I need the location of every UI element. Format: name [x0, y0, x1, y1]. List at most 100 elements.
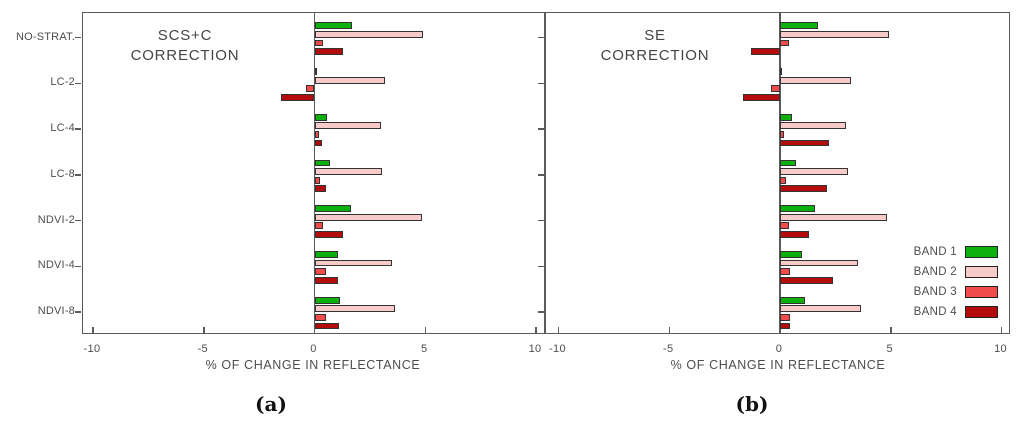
- bar: [314, 122, 381, 130]
- bar: [314, 48, 344, 55]
- bar: [780, 122, 847, 130]
- category-label: LC-8: [50, 167, 75, 180]
- caption-a: (a): [255, 392, 287, 416]
- bar: [780, 322, 790, 330]
- legend-row-band2: BAND 2: [905, 264, 998, 279]
- panel-b-xaxis-label: % OF CHANGE IN REFLECTANCE: [670, 358, 886, 372]
- y-axis-tick: [74, 174, 81, 176]
- y-axis-tick: [74, 82, 81, 85]
- x-axis-tick: [890, 327, 892, 333]
- bar: [780, 22, 818, 30]
- category-label: NDVI-2: [37, 213, 75, 226]
- legend-label-band1: BAND 1: [913, 245, 957, 258]
- legend-label-band3: BAND 3: [913, 285, 957, 298]
- legend-row-band1: BAND 1: [905, 244, 998, 259]
- category-label: LC-2: [50, 76, 75, 89]
- bar: [780, 313, 790, 321]
- bar: [314, 113, 327, 121]
- y-axis-tick: [537, 128, 544, 130]
- bar: [314, 139, 323, 147]
- bar: [314, 205, 352, 213]
- x-axis-tick-label: -10: [83, 343, 101, 355]
- y-axis-tick: [537, 82, 544, 85]
- bar: [780, 276, 834, 284]
- bar: [751, 48, 780, 55]
- bar: [771, 85, 780, 93]
- legend-swatch-band3-icon: [965, 285, 998, 298]
- bar: [780, 176, 786, 184]
- bar: [314, 176, 321, 184]
- y-axis-tick: [74, 128, 81, 130]
- bar: [780, 159, 796, 167]
- legend-swatch-band1-icon: [965, 245, 998, 258]
- x-axis-tick-label: 5: [421, 343, 428, 355]
- bar: [281, 93, 315, 101]
- bar: [314, 185, 326, 193]
- bar: [780, 139, 829, 147]
- category-label: NDVI-4: [37, 259, 75, 272]
- bar: [780, 251, 803, 258]
- bar: [314, 131, 319, 138]
- bar: [780, 305, 861, 313]
- bar: [780, 268, 790, 275]
- caption-b: (b): [735, 392, 769, 416]
- x-axis-tick-label: 0: [310, 343, 317, 355]
- y-axis-tick: [74, 219, 81, 222]
- y-axis-tick: [537, 36, 544, 39]
- legend-label-band2: BAND 2: [913, 265, 957, 278]
- bar: [314, 251, 338, 258]
- panel-a-title-line1: SCS+C: [157, 27, 213, 44]
- y-axis-tick: [537, 265, 544, 268]
- y-axis-tick: [537, 219, 544, 222]
- bar: [314, 313, 326, 321]
- bar: [314, 259, 393, 267]
- x-axis-tick-label: 5: [886, 343, 893, 355]
- bar: [314, 322, 339, 330]
- bar: [780, 76, 851, 84]
- bar: [314, 76, 386, 84]
- bar: [314, 213, 422, 221]
- legend-row-band3: BAND 3: [905, 284, 998, 299]
- bar: [314, 276, 338, 284]
- bar: [314, 68, 317, 75]
- category-label: NO-STRAT.: [15, 30, 75, 43]
- bar: [314, 159, 330, 167]
- legend-row-band4: BAND 4: [905, 304, 998, 319]
- panel-a-title-line2: CORRECTION: [130, 46, 240, 64]
- bar: [780, 259, 858, 267]
- x-axis-tick: [424, 327, 426, 333]
- x-axis-tick-label: -5: [197, 343, 208, 355]
- x-axis-tick: [313, 327, 316, 333]
- legend-label-band4: BAND 4: [913, 305, 957, 318]
- panel-a-xaxis-label: % OF CHANGE IN REFLECTANCE: [205, 358, 421, 372]
- bar: [314, 31, 424, 38]
- panel-b-plot-area: [545, 12, 1010, 334]
- bar: [780, 131, 785, 138]
- bar: [780, 68, 782, 75]
- bar: [314, 231, 344, 238]
- x-axis-tick: [1000, 327, 1003, 333]
- y-axis-tick: [74, 311, 81, 313]
- y-axis-tick: [74, 265, 81, 268]
- y-axis-tick: [537, 311, 544, 313]
- bar: [780, 39, 789, 47]
- category-label: LC-4: [50, 122, 75, 135]
- bar: [780, 168, 848, 175]
- x-axis-tick: [779, 327, 781, 333]
- bar: [314, 168, 383, 175]
- panel-a-plot-area: [82, 12, 545, 334]
- category-label: NDVI-8: [37, 305, 75, 318]
- bar: [314, 296, 340, 304]
- bar: [314, 222, 324, 230]
- legend: BAND 1 BAND 2 BAND 3 BAND 4: [905, 244, 1005, 326]
- bar: [780, 213, 888, 221]
- x-axis-tick-label: 0: [775, 343, 783, 355]
- bar: [314, 305, 396, 313]
- legend-swatch-band2-icon: [965, 265, 998, 278]
- x-axis-tick: [92, 327, 94, 333]
- x-axis-tick-label: 10: [994, 343, 1007, 355]
- bar: [314, 22, 353, 30]
- x-axis-tick-label: -5: [663, 343, 674, 355]
- bar: [780, 222, 789, 230]
